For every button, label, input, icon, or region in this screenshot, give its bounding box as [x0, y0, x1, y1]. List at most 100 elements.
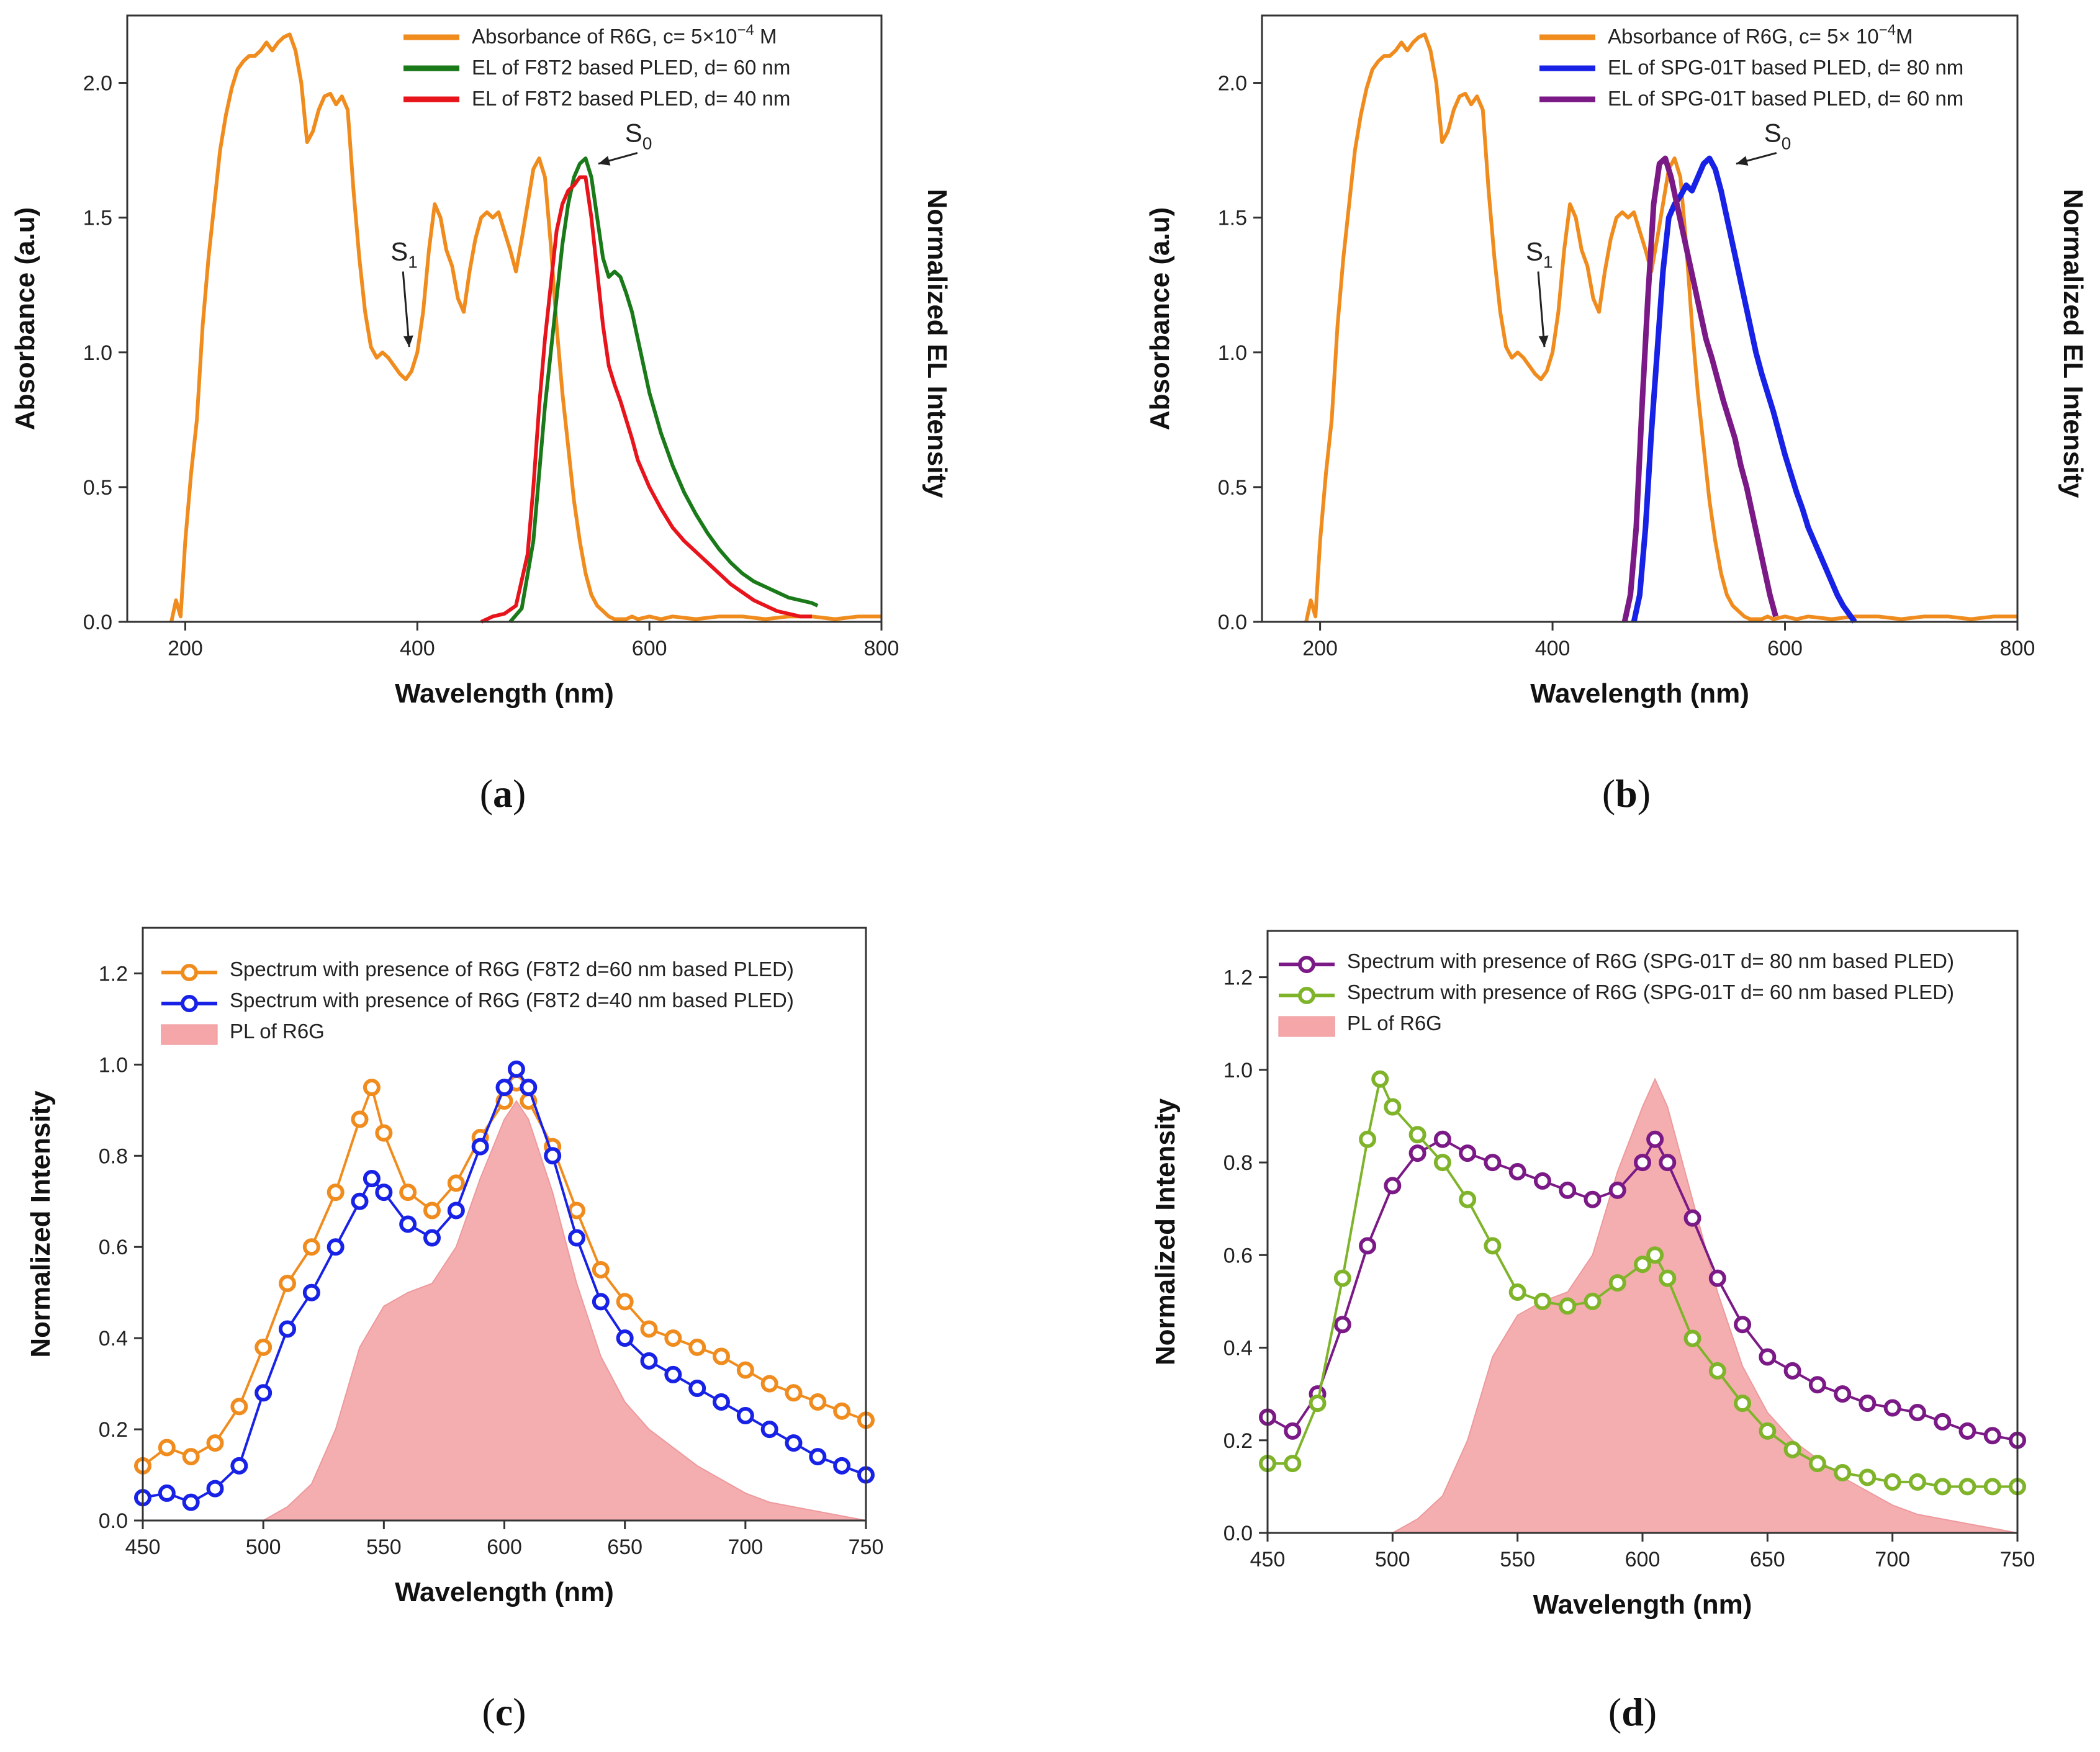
data-point	[182, 1493, 200, 1511]
y-axis-label-right: Normalized EL Intensity	[922, 189, 952, 498]
legend-label: PL of R6G	[230, 1020, 325, 1043]
data-point	[1634, 1256, 1651, 1274]
data-point	[568, 1229, 585, 1247]
data-point	[423, 1229, 441, 1247]
y-tick-label: 1.5	[83, 207, 112, 230]
data-point	[1284, 1455, 1302, 1473]
panel-b: 200 400 600 800 0.0 0.5 1.0 1.5 2.0 Wavelength (n…	[1145, 14, 2088, 815]
panel-label-close: )	[1644, 1690, 1657, 1734]
x-tick-label: 800	[864, 637, 899, 660]
data-point	[279, 1320, 296, 1338]
data-point	[447, 1202, 465, 1220]
y-tick-label: 0.6	[1223, 1244, 1253, 1267]
data-point	[520, 1079, 538, 1097]
x-tick-label: 650	[1750, 1548, 1785, 1571]
data-point	[1908, 1473, 1926, 1491]
data-point	[158, 1484, 176, 1502]
legend-swatch-marker	[1298, 987, 1315, 1004]
legend-label: EL of SPG-01T based PLED, d= 80 nm	[1608, 56, 1963, 79]
data-point	[1459, 1144, 1477, 1162]
legend-label: Absorbance of R6G, c= 5×10−4 M	[472, 22, 777, 48]
data-point	[255, 1338, 273, 1356]
y-tick-label: 0.8	[99, 1144, 128, 1168]
legend-swatch-marker	[181, 964, 198, 981]
annotation-base: S	[390, 237, 408, 266]
data-point	[1484, 1154, 1502, 1172]
data-point	[1646, 1246, 1664, 1264]
legend-label-main: Spectrum with presence of R6G (SPG-01T d…	[1347, 981, 1954, 1004]
data-point	[1934, 1478, 1952, 1496]
legend-label-main: Spectrum with presence of R6G (F8T2 d=60…	[230, 958, 794, 981]
legend-label-main: Absorbance of R6G, c= 5×10	[472, 25, 737, 48]
data-point	[1759, 1348, 1777, 1366]
y-tick-label: 0.6	[99, 1236, 128, 1259]
data-point	[1683, 1329, 1701, 1347]
data-point	[1333, 1316, 1351, 1334]
data-point	[1859, 1468, 1877, 1486]
legend-label: EL of SPG-01T based PLED, d= 60 nm	[1608, 87, 1963, 110]
x-tick-label: 700	[728, 1535, 763, 1559]
arrowhead	[1538, 335, 1549, 348]
x-tick-label: 700	[1875, 1548, 1910, 1571]
legend-label-main: Absorbance of R6G, c= 5× 10	[1608, 25, 1879, 48]
y-tick-label: 1.5	[1218, 207, 1247, 230]
data-point	[1508, 1283, 1526, 1301]
data-point	[568, 1202, 585, 1220]
data-point	[1408, 1126, 1426, 1144]
data-point	[206, 1434, 224, 1452]
legend-label-main: EL of SPG-01T based PLED, d= 60 nm	[1608, 87, 1963, 110]
data-point	[1608, 1181, 1626, 1199]
x-tick-label: 200	[1302, 637, 1338, 660]
annotation-base: S	[1764, 118, 1782, 147]
data-point	[1883, 1473, 1901, 1491]
x-axis-label: Wavelength (nm)	[395, 1577, 614, 1607]
y-tick-label: 0.0	[83, 611, 112, 634]
data-point	[1459, 1190, 1477, 1208]
x-tick-label: 400	[400, 637, 435, 660]
data-point	[1584, 1190, 1602, 1208]
annotation-label: S1	[1526, 237, 1553, 272]
x-tick-label: 500	[1375, 1548, 1410, 1571]
data-point	[1734, 1316, 1752, 1334]
pl-area	[261, 1100, 867, 1521]
series-line-1	[508, 156, 819, 623]
data-point	[351, 1192, 369, 1210]
legend-label: EL of F8T2 based PLED, d= 60 nm	[472, 56, 790, 79]
data-point	[1783, 1440, 1801, 1458]
y-tick-label: 0.0	[99, 1509, 128, 1533]
data-point	[1958, 1422, 1976, 1440]
data-point	[1834, 1385, 1852, 1403]
plot-frame	[1261, 14, 2019, 623]
data-point	[1484, 1237, 1502, 1255]
data-point	[664, 1365, 682, 1383]
y-axis-label: Normalized Intensity	[25, 1090, 56, 1358]
data-point	[1533, 1292, 1551, 1310]
legend-label-main: PL of R6G	[230, 1020, 325, 1043]
data-point	[640, 1320, 658, 1338]
x-tick-label: 500	[246, 1535, 281, 1559]
data-point	[1958, 1478, 1976, 1496]
legend-label-sup: −4	[737, 22, 754, 38]
data-point	[1508, 1163, 1526, 1180]
data-point	[809, 1448, 827, 1466]
annotation-label: S0	[1764, 118, 1791, 153]
data-point	[1808, 1455, 1826, 1473]
legend-label-main: EL of F8T2 based PLED, d= 60 nm	[472, 56, 790, 79]
data-point	[688, 1379, 706, 1397]
data-point	[495, 1079, 513, 1097]
data-point	[447, 1174, 465, 1192]
y-tick-label: 2.0	[1218, 72, 1247, 96]
panel-label-close: )	[1638, 771, 1651, 815]
annotation-label: S1	[390, 237, 418, 272]
y-tick-label: 1.0	[1223, 1059, 1253, 1082]
legend-swatch-area	[161, 1024, 218, 1045]
data-point	[1433, 1130, 1451, 1148]
panel-label: (d)	[1608, 1690, 1657, 1734]
y-tick-label: 1.2	[99, 962, 128, 986]
data-point	[279, 1275, 296, 1292]
y-tick-label: 0.4	[1223, 1337, 1253, 1360]
arrowhead	[403, 335, 413, 348]
data-point	[158, 1439, 176, 1457]
y-tick-label: 0.0	[1223, 1522, 1253, 1545]
